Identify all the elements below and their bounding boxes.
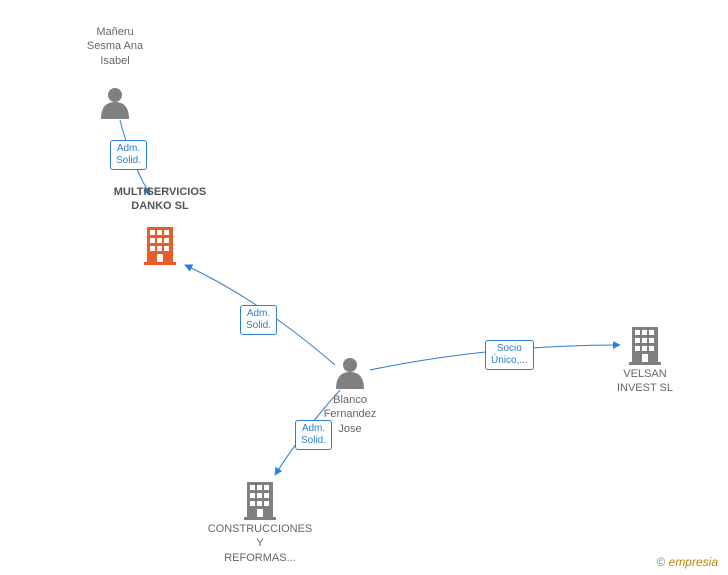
node-label: Mañeru Sesma Ana Isabel bbox=[75, 25, 155, 68]
person-icon[interactable] bbox=[336, 358, 364, 389]
building-icon[interactable] bbox=[244, 482, 276, 520]
brand-name: empresia bbox=[669, 555, 718, 569]
building-icon[interactable] bbox=[144, 227, 176, 265]
copyright: © empresia bbox=[656, 555, 718, 569]
diagram-canvas bbox=[0, 0, 728, 575]
node-label: CONSTRUCCIONES Y REFORMAS... bbox=[195, 522, 325, 565]
edge-label: Adm. Solid. bbox=[240, 305, 277, 335]
person-icon[interactable] bbox=[101, 88, 129, 119]
copyright-symbol: © bbox=[656, 555, 665, 569]
node-label: Blanco Fernandez Jose bbox=[310, 393, 390, 436]
building-icon[interactable] bbox=[629, 327, 661, 365]
node-label: VELSAN INVEST SL bbox=[605, 367, 685, 396]
node-label: MULTISERVICIOS DANKO SL bbox=[100, 185, 220, 214]
edge-label: Socio Único,... bbox=[485, 340, 534, 370]
edge-label: Adm. Solid. bbox=[110, 140, 147, 170]
